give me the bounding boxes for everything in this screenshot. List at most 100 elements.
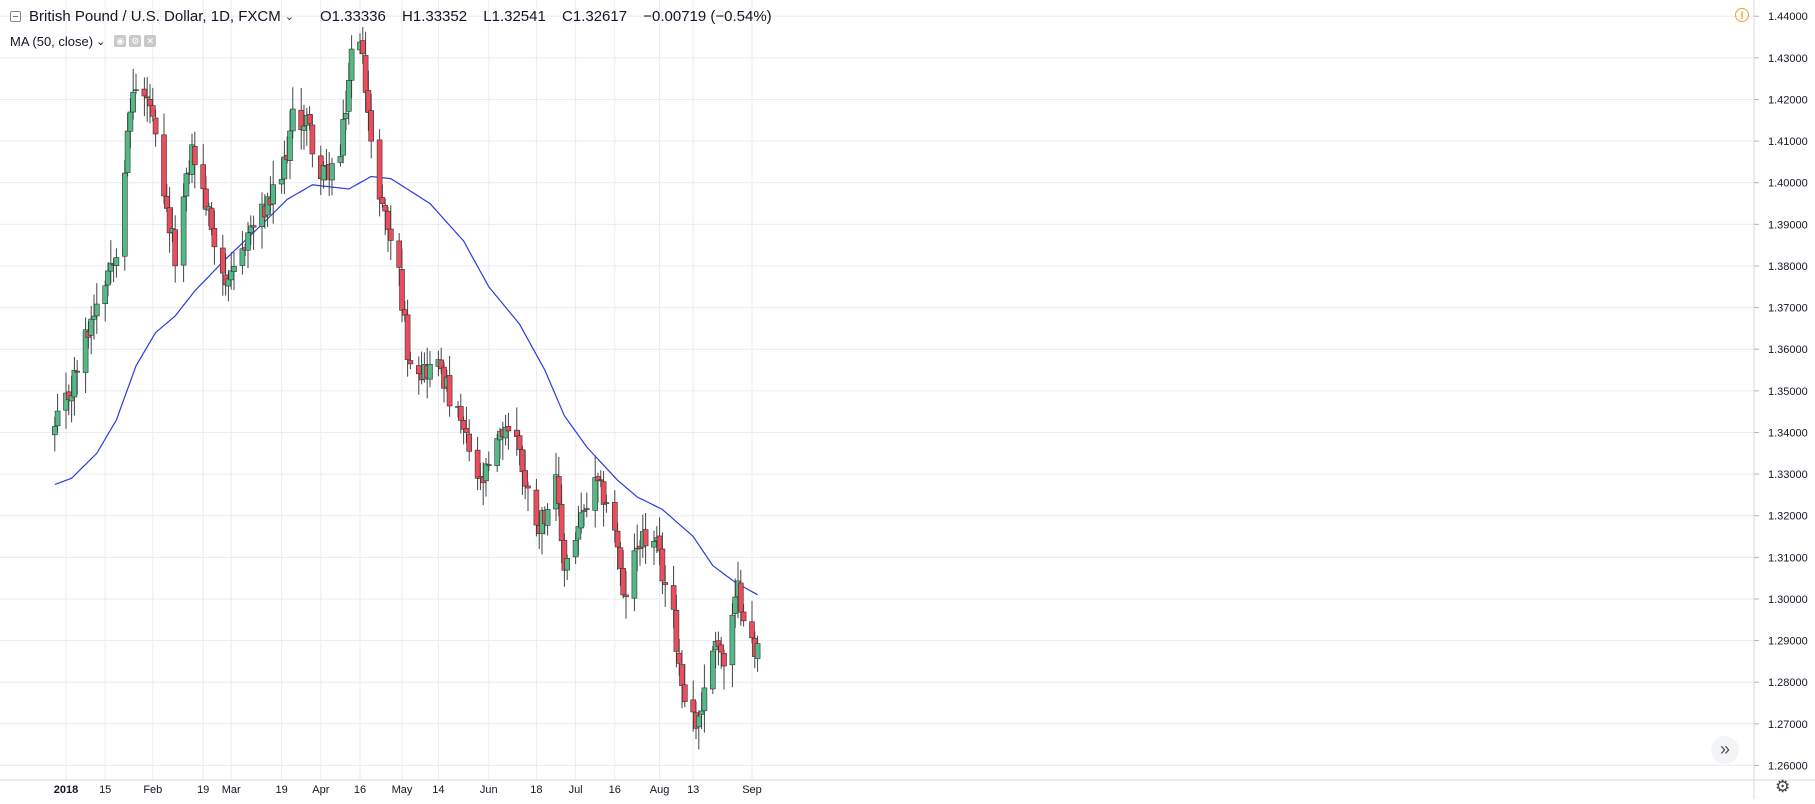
candle[interactable] xyxy=(211,210,218,265)
price-tick-label: 1.41000 xyxy=(1768,136,1808,148)
candle-body xyxy=(611,501,618,531)
candle[interactable] xyxy=(71,357,78,416)
gear-icon[interactable]: ⚙ xyxy=(1775,777,1791,796)
candle[interactable] xyxy=(88,305,94,355)
candle[interactable] xyxy=(348,35,355,99)
chevron-down-icon[interactable]: ⌄ xyxy=(96,35,106,48)
candle[interactable] xyxy=(721,649,727,690)
candle-body xyxy=(130,91,136,113)
candle-body xyxy=(133,89,139,91)
candle[interactable] xyxy=(82,317,89,393)
candle-body xyxy=(415,365,422,375)
candle[interactable] xyxy=(172,215,178,283)
candle[interactable] xyxy=(281,140,288,194)
close-icon[interactable]: ✕ xyxy=(144,35,157,47)
candle[interactable] xyxy=(368,93,375,159)
candle[interactable] xyxy=(94,283,100,334)
candle[interactable] xyxy=(250,215,257,250)
candle-body xyxy=(180,196,187,266)
candle[interactable] xyxy=(701,664,708,733)
candle[interactable] xyxy=(180,183,187,283)
candle[interactable] xyxy=(505,413,512,450)
candle[interactable] xyxy=(642,512,649,564)
candle[interactable] xyxy=(427,351,433,388)
candle[interactable] xyxy=(485,451,492,471)
candle[interactable] xyxy=(466,419,473,462)
candle[interactable] xyxy=(183,167,190,212)
candle[interactable] xyxy=(457,393,464,434)
candle[interactable] xyxy=(259,192,265,249)
candle[interactable] xyxy=(614,522,621,570)
candle[interactable] xyxy=(298,87,305,150)
candle[interactable] xyxy=(329,157,335,196)
candle-body xyxy=(102,285,108,304)
candle[interactable] xyxy=(270,160,277,224)
symbol-title[interactable]: British Pound / U.S. Dollar, 1D, FXCM xyxy=(29,7,281,25)
candle[interactable] xyxy=(407,351,414,370)
ma-line[interactable] xyxy=(54,175,758,596)
eye-icon[interactable]: ◉ xyxy=(114,35,127,47)
candle[interactable] xyxy=(564,554,571,581)
candle[interactable] xyxy=(289,87,296,139)
candle[interactable] xyxy=(74,360,80,395)
price-tick-label: 1.28000 xyxy=(1768,677,1808,689)
candle[interactable] xyxy=(113,248,120,278)
candle[interactable] xyxy=(749,600,755,644)
candle[interactable] xyxy=(740,603,747,627)
candle[interactable] xyxy=(592,455,599,528)
candle[interactable] xyxy=(558,484,565,564)
candle[interactable] xyxy=(516,430,523,466)
candle-body xyxy=(749,621,755,639)
candle[interactable] xyxy=(130,69,136,120)
candle[interactable] xyxy=(525,481,531,511)
candle[interactable] xyxy=(729,603,736,688)
candle[interactable] xyxy=(600,471,607,527)
candle[interactable] xyxy=(387,205,394,261)
candle[interactable] xyxy=(220,234,226,296)
double-chevron-right-icon[interactable]: » xyxy=(1711,736,1739,764)
candle[interactable] xyxy=(709,645,716,694)
time-tick-label: May xyxy=(392,784,413,796)
candle[interactable] xyxy=(631,533,638,612)
candle[interactable] xyxy=(54,393,61,433)
candle[interactable] xyxy=(583,492,590,518)
candle-body xyxy=(516,435,523,450)
time-tick-label: 13 xyxy=(687,784,699,796)
candle-body xyxy=(228,270,234,281)
candle[interactable] xyxy=(127,98,134,149)
candle[interactable] xyxy=(63,372,69,429)
candle[interactable] xyxy=(681,663,688,708)
candle[interactable] xyxy=(340,99,347,164)
candle[interactable] xyxy=(239,231,246,275)
candle[interactable] xyxy=(754,635,761,672)
candle[interactable] xyxy=(623,570,629,619)
candle[interactable] xyxy=(133,73,139,95)
candle[interactable] xyxy=(603,494,610,513)
candle[interactable] xyxy=(474,436,481,491)
candle[interactable] xyxy=(203,175,209,216)
candle[interactable] xyxy=(695,710,702,750)
candle[interactable] xyxy=(309,114,316,168)
collapse-icon[interactable] xyxy=(10,10,21,22)
candle[interactable] xyxy=(192,131,198,189)
candle[interactable] xyxy=(152,109,159,147)
candle[interactable] xyxy=(147,84,153,124)
candle[interactable] xyxy=(651,530,657,566)
candle[interactable] xyxy=(578,492,585,534)
candle[interactable] xyxy=(231,252,237,291)
candle[interactable] xyxy=(161,113,167,205)
ma-indicator-label[interactable]: MA (50, close) xyxy=(10,33,94,49)
warning-icon[interactable]: ! xyxy=(1735,8,1749,22)
time-tick-label: 16 xyxy=(609,784,621,796)
candle[interactable] xyxy=(102,280,108,322)
candle[interactable] xyxy=(483,457,489,497)
candle[interactable] xyxy=(446,355,453,417)
candle[interactable] xyxy=(122,159,128,271)
gear-icon[interactable]: ⚙ xyxy=(129,35,142,47)
chevron-down-icon[interactable]: ⌄ xyxy=(284,10,294,23)
candle[interactable] xyxy=(662,565,669,607)
candle[interactable] xyxy=(544,503,551,536)
candle-body xyxy=(558,504,565,542)
